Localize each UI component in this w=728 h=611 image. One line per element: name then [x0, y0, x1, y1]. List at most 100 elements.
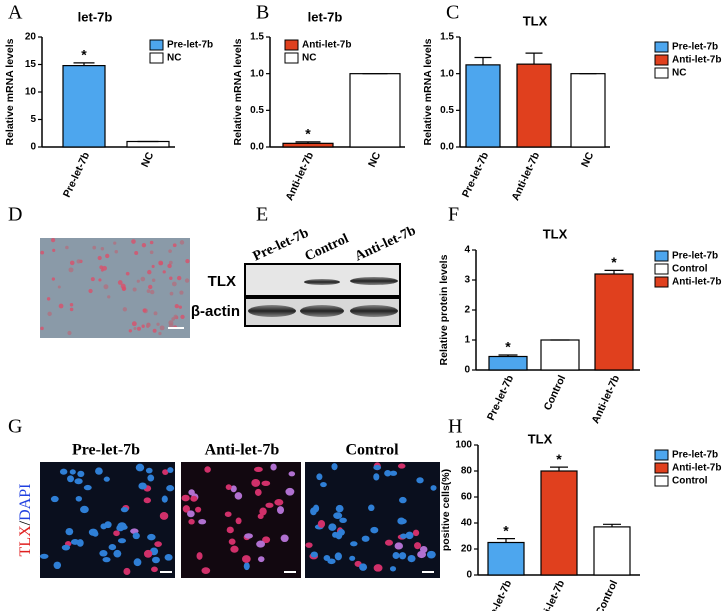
y-tick-label: 4	[464, 245, 470, 256]
legend-swatch	[654, 475, 669, 487]
cell	[224, 511, 232, 517]
cell	[384, 539, 393, 546]
cell	[67, 330, 72, 336]
cell	[262, 536, 271, 544]
cell	[138, 482, 147, 490]
cell	[169, 291, 174, 296]
y-axis-label: positive cells(%)	[440, 469, 452, 551]
cell	[69, 307, 74, 312]
legend-label: Anti-let-7b	[302, 40, 351, 51]
cell	[412, 529, 420, 537]
cell	[147, 269, 152, 275]
cell	[241, 555, 251, 563]
cell	[75, 495, 83, 502]
microscopy-image	[40, 238, 190, 338]
cell	[323, 554, 331, 562]
cell	[162, 469, 169, 475]
chart-title: TLX	[528, 431, 553, 446]
x-tick-label: Pre-let-7b	[483, 578, 514, 611]
cell	[57, 285, 61, 289]
cell	[152, 328, 157, 333]
significance-mark: *	[305, 126, 311, 142]
cell	[131, 239, 136, 244]
cell	[99, 550, 108, 557]
cell	[179, 290, 184, 295]
cell	[135, 463, 145, 472]
chart-title: let-7b	[78, 9, 113, 24]
blot-band	[304, 279, 340, 285]
cell	[61, 544, 71, 551]
bar	[593, 526, 631, 576]
cell	[198, 519, 207, 525]
cell	[151, 566, 158, 573]
cell	[46, 297, 51, 301]
cell	[120, 506, 129, 513]
y-tick-label: 1.0	[250, 68, 264, 79]
y-tick-label: 1.0	[440, 68, 454, 79]
cell	[331, 463, 338, 471]
cell	[190, 495, 198, 502]
cell	[123, 567, 131, 576]
cell	[243, 562, 250, 571]
cell	[186, 510, 195, 518]
panel-letter: H	[448, 416, 462, 438]
cell	[151, 556, 160, 564]
cell	[120, 283, 126, 289]
cell	[176, 275, 182, 281]
cell	[47, 311, 52, 317]
image-background	[40, 238, 190, 338]
x-tick-label: NC	[366, 150, 383, 169]
x-tick-label: NC	[139, 150, 156, 169]
y-tick-label: 5	[30, 114, 36, 125]
x-tick-label: Pre-let-7b	[61, 150, 92, 199]
bar	[594, 273, 634, 371]
cell	[150, 289, 155, 295]
cell	[257, 556, 265, 563]
cell	[136, 279, 140, 283]
cell	[274, 499, 284, 506]
legend-label: Control	[672, 476, 708, 487]
cell	[90, 277, 95, 282]
cell	[166, 485, 175, 492]
cell	[389, 566, 397, 572]
legend-swatch	[149, 39, 164, 51]
cell	[100, 247, 105, 251]
legend-swatch	[654, 54, 669, 66]
legend-swatch	[654, 41, 669, 53]
y-axis-label: Relative mRNA levels	[232, 38, 244, 145]
panel-letter: A	[8, 2, 23, 24]
cell	[69, 303, 74, 307]
cell	[153, 311, 158, 316]
cell	[117, 538, 127, 544]
cell	[234, 492, 243, 500]
cell	[230, 545, 239, 553]
cell	[419, 546, 428, 553]
y-tick-label: 0	[464, 365, 470, 376]
cell	[39, 553, 49, 559]
cell	[65, 245, 69, 250]
cell	[254, 488, 262, 496]
cell	[392, 551, 400, 560]
cell	[349, 555, 356, 561]
y-tick-label: 0	[466, 570, 472, 581]
y-tick-label: 100	[455, 440, 472, 451]
cell	[146, 289, 151, 293]
blot-band	[248, 305, 296, 317]
significance-mark: *	[503, 522, 509, 538]
cell	[280, 534, 289, 543]
column-label: Control	[345, 442, 399, 459]
cell	[334, 552, 342, 561]
cell	[136, 326, 142, 331]
cell	[142, 308, 147, 313]
significance-mark: *	[556, 451, 562, 467]
cell	[132, 287, 137, 292]
cell	[335, 531, 343, 540]
legend-label: Pre-let-7b	[672, 450, 718, 461]
cell	[184, 278, 190, 283]
cell	[230, 485, 237, 493]
cell	[143, 549, 153, 558]
cell	[103, 476, 110, 482]
cell	[149, 240, 154, 245]
cell	[114, 250, 118, 254]
cell	[143, 497, 152, 504]
